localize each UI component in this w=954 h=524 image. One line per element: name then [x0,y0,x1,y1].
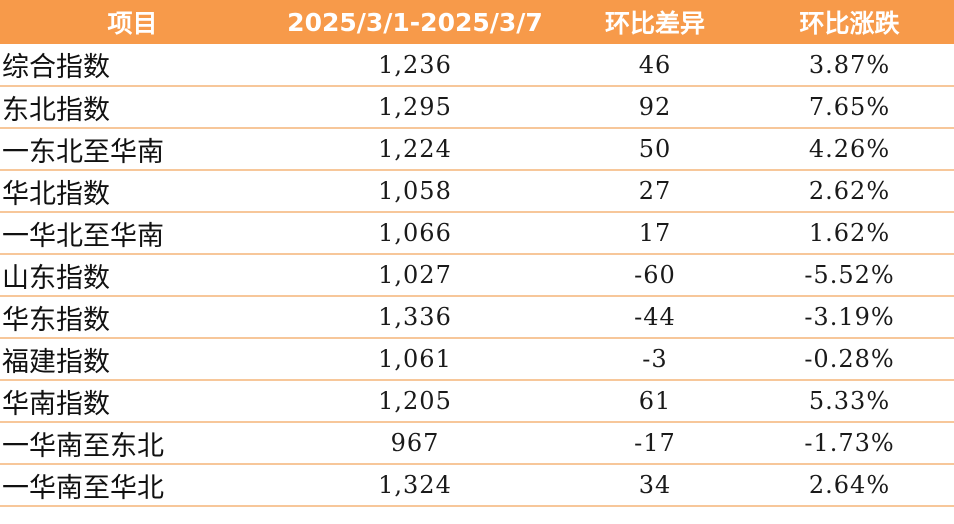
row-value-cell: 1,205 [265,380,565,423]
row-diff-cell: 46 [565,44,745,87]
row-pct-cell: 5.33% [745,380,954,423]
row-value-cell: 1,336 [265,296,565,339]
row-value-cell: 967 [265,422,565,465]
row-value-cell: 1,066 [265,212,565,255]
row-name-cell: 一东北至华南 [0,128,265,171]
table-row: 华北指数 1,058 27 2.62% [0,170,954,213]
row-pct-cell: 1.62% [745,212,954,255]
row-pct-cell: 4.26% [745,128,954,171]
row-pct-cell: -5.52% [745,254,954,297]
row-diff-cell: 34 [565,464,745,507]
row-diff-cell: -17 [565,422,745,465]
row-diff-cell: 50 [565,128,745,171]
table-body: 综合指数 1,236 46 3.87% 东北指数 1,295 92 7.65% 一东北至华南 1,… [0,44,954,507]
row-name-cell: 华东指数 [0,296,265,339]
row-pct-cell: 2.64% [745,464,954,507]
table-header: 项目 2025/3/1-2025/3/7 环比差异 环比涨跌 [0,0,954,44]
row-value-cell: 1,295 [265,86,565,129]
row-pct-cell: -0.28% [745,338,954,381]
row-value-cell: 1,236 [265,44,565,87]
row-name-cell: 东北指数 [0,86,265,129]
table-row: 福建指数 1,061 -3 -0.28% [0,338,954,381]
row-pct-cell: 2.62% [745,170,954,213]
table-row: 东北指数 1,295 92 7.65% [0,86,954,129]
row-pct-cell: -3.19% [745,296,954,339]
row-name-cell: 一华南至华北 [0,464,265,507]
row-pct-cell: -1.73% [745,422,954,465]
row-name-cell: 福建指数 [0,338,265,381]
table-row: 综合指数 1,236 46 3.87% [0,44,954,87]
row-name-cell: 华南指数 [0,380,265,423]
row-diff-cell: 92 [565,86,745,129]
row-value-cell: 1,027 [265,254,565,297]
header-period: 2025/3/1-2025/3/7 [265,0,565,44]
table-row: 一华北至华南 1,066 17 1.62% [0,212,954,255]
header-item: 项目 [0,0,265,44]
row-diff-cell: 61 [565,380,745,423]
header-row: 项目 2025/3/1-2025/3/7 环比差异 环比涨跌 [0,0,954,44]
row-diff-cell: 27 [565,170,745,213]
header-change: 环比涨跌 [745,0,954,44]
header-diff: 环比差异 [565,0,745,44]
row-diff-cell: -3 [565,338,745,381]
table-row: 一华南至华北 1,324 34 2.64% [0,464,954,507]
row-value-cell: 1,324 [265,464,565,507]
table-row: 华南指数 1,205 61 5.33% [0,380,954,423]
row-value-cell: 1,224 [265,128,565,171]
row-pct-cell: 7.65% [745,86,954,129]
table-row: 一东北至华南 1,224 50 4.26% [0,128,954,171]
row-value-cell: 1,061 [265,338,565,381]
table-row: 一华南至东北 967 -17 -1.73% [0,422,954,465]
row-name-cell: 一华南至东北 [0,422,265,465]
row-name-cell: 山东指数 [0,254,265,297]
table-row: 华东指数 1,336 -44 -3.19% [0,296,954,339]
index-table: 项目 2025/3/1-2025/3/7 环比差异 环比涨跌 综合指数 1,236… [0,0,954,507]
row-pct-cell: 3.87% [745,44,954,87]
row-name-cell: 华北指数 [0,170,265,213]
row-diff-cell: 17 [565,212,745,255]
table-row: 山东指数 1,027 -60 -5.52% [0,254,954,297]
row-name-cell: 一华北至华南 [0,212,265,255]
row-name-cell: 综合指数 [0,44,265,87]
row-diff-cell: -44 [565,296,745,339]
row-value-cell: 1,058 [265,170,565,213]
row-diff-cell: -60 [565,254,745,297]
